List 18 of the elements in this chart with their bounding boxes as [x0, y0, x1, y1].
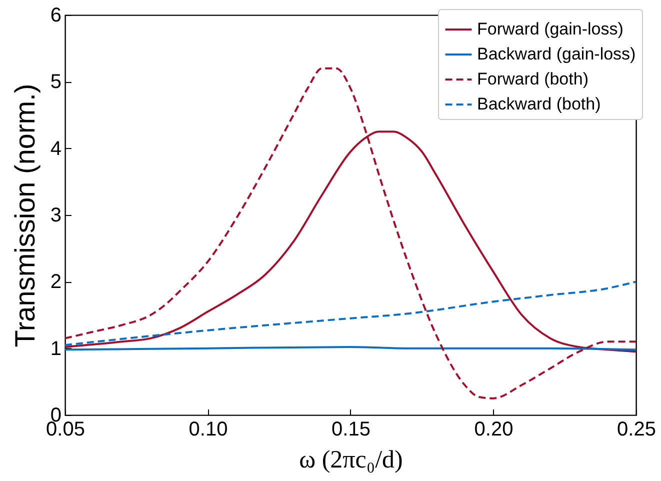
line-series [65, 280, 636, 346]
legend-label: Backward (both) [477, 94, 601, 114]
x-axis-title: ω (2πc₀/d) [299, 446, 403, 474]
legend-label: Forward (gain-loss) [477, 20, 624, 38]
y-tick-label: 2 [50, 271, 62, 294]
y-axis-title: Transmission (norm.) [9, 84, 40, 348]
x-tick-label: 0.15 [332, 418, 370, 440]
line-series [65, 67, 636, 400]
legend-label: Backward (gain-loss) [477, 44, 636, 64]
x-tick-label: 0.20 [474, 418, 514, 440]
y-tick-label: 6 [50, 4, 62, 26]
legend-label: Forward (both) [477, 70, 588, 88]
x-tick-label: 0.25 [617, 418, 656, 440]
y-tick-label: 3 [50, 204, 62, 226]
y-tick-label: 4 [50, 138, 62, 160]
x-tick-label: 0.10 [188, 418, 228, 440]
y-tick-label: 1 [50, 338, 62, 360]
y-tick-label: 5 [50, 71, 62, 94]
